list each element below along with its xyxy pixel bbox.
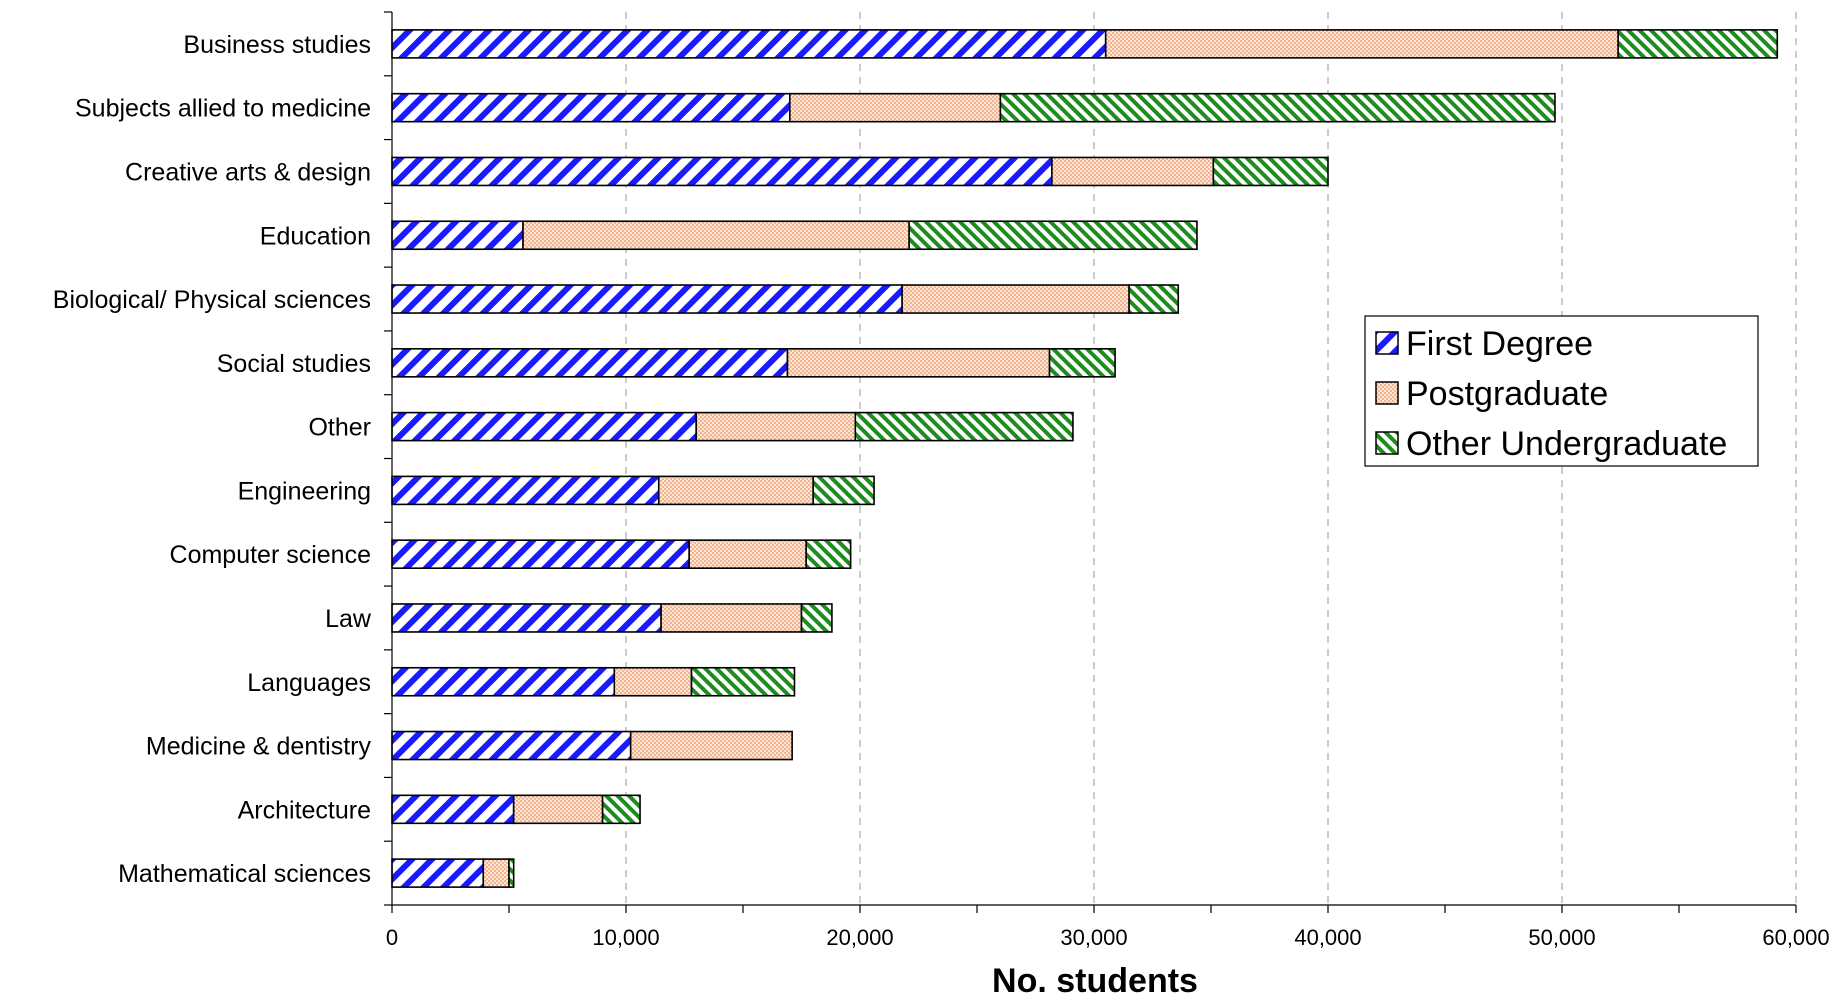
category-label: Law — [325, 605, 372, 633]
bar-segment-postgraduate — [657, 475, 815, 506]
category-label: Languages — [247, 669, 371, 697]
bar-segment-first-degree — [391, 730, 632, 761]
legend: First Degree Postgraduate Other Undergradu… — [1364, 315, 1759, 467]
legend-swatch — [1375, 431, 1399, 455]
bar-segment-other-undergraduate — [508, 858, 515, 888]
bar-segment-postgraduate — [522, 220, 910, 251]
legend-box — [1364, 315, 1759, 467]
bar-segment-first-degree — [391, 858, 485, 888]
x-tick-label: 50,000 — [1528, 925, 1595, 950]
bar-segment-other-undergraduate — [1048, 348, 1116, 378]
legend-label: Postgraduate — [1406, 375, 1608, 413]
bar-segment-postgraduate — [688, 539, 807, 569]
bar-segment-first-degree — [391, 156, 1053, 187]
bar-segment-first-degree — [391, 475, 660, 506]
legend-label: Other Undergraduate — [1406, 425, 1727, 463]
bar-segment-other-undergraduate — [800, 603, 833, 633]
x-tick-label: 10,000 — [592, 925, 659, 950]
bar-segment-postgraduate — [613, 666, 693, 697]
category-label: Creative arts & design — [125, 158, 371, 186]
x-tick-label: 20,000 — [826, 925, 893, 950]
bar-segment-postgraduate — [1104, 29, 1619, 59]
bar-segment-other-undergraduate — [1617, 29, 1779, 59]
bar-segment-other-undergraduate — [805, 539, 852, 569]
bars — [391, 29, 1779, 888]
category-label: Mathematical sciences — [118, 860, 371, 888]
x-axis-title: No. students — [992, 962, 1198, 1000]
bar-segment-first-degree — [391, 220, 524, 251]
bar-segment-first-degree — [391, 29, 1107, 59]
bar-segment-first-degree — [391, 348, 789, 378]
bar-segment-first-degree — [391, 794, 515, 825]
bar-segment-first-degree — [391, 411, 698, 442]
legend-swatch — [1375, 331, 1399, 355]
category-label: Biological/ Physical sciences — [53, 286, 371, 314]
bar-segment-postgraduate — [695, 411, 857, 442]
bar-segment-postgraduate — [901, 284, 1130, 314]
bar-segment-other-undergraduate — [908, 220, 1198, 251]
bar-segment-other-undergraduate — [601, 794, 641, 825]
bar-segment-first-degree — [391, 539, 690, 569]
x-tick-label: 60,000 — [1762, 925, 1829, 950]
category-labels: Business studies Subjects allied to medic… — [53, 31, 372, 888]
category-label: Other — [308, 414, 371, 442]
legend-label: First Degree — [1406, 325, 1593, 363]
category-label: Architecture — [238, 796, 371, 824]
bar-segment-postgraduate — [1051, 156, 1215, 187]
category-label: Medicine & dentistry — [146, 733, 372, 761]
bar-segment-other-undergraduate — [812, 475, 875, 506]
x-tick-label: 30,000 — [1060, 925, 1127, 950]
x-tick-labels: 0 10,000 20,000 30,000 40,000 50,000 60,000 — [386, 925, 1830, 950]
category-label: Social studies — [217, 350, 371, 378]
legend-swatch — [1375, 381, 1399, 405]
bar-segment-other-undergraduate — [999, 92, 1556, 123]
bar-segment-other-undergraduate — [1128, 284, 1180, 314]
bar-segment-postgraduate — [512, 794, 604, 825]
category-label: Business studies — [183, 31, 371, 59]
bar-segment-first-degree — [391, 92, 791, 123]
bar-segment-postgraduate — [786, 348, 1051, 378]
bar-segment-postgraduate — [482, 858, 510, 888]
bar-segment-postgraduate — [660, 603, 803, 633]
bar-segment-postgraduate — [629, 730, 793, 761]
axes — [384, 11, 1797, 913]
x-tick-label: 40,000 — [1294, 925, 1361, 950]
category-label: Computer science — [170, 541, 371, 569]
bar-segment-other-undergraduate — [1212, 156, 1329, 187]
bar-segment-first-degree — [391, 666, 616, 697]
bar-segment-other-undergraduate — [854, 411, 1074, 442]
bar-segment-first-degree — [391, 603, 662, 633]
bar-segment-other-undergraduate — [690, 666, 796, 697]
bar-segment-postgraduate — [788, 92, 1002, 123]
category-label: Education — [260, 222, 371, 250]
bar-segment-first-degree — [391, 284, 903, 314]
category-label: Subjects allied to medicine — [75, 95, 371, 123]
x-tick-label: 0 — [386, 925, 398, 950]
category-label: Engineering — [238, 477, 371, 505]
